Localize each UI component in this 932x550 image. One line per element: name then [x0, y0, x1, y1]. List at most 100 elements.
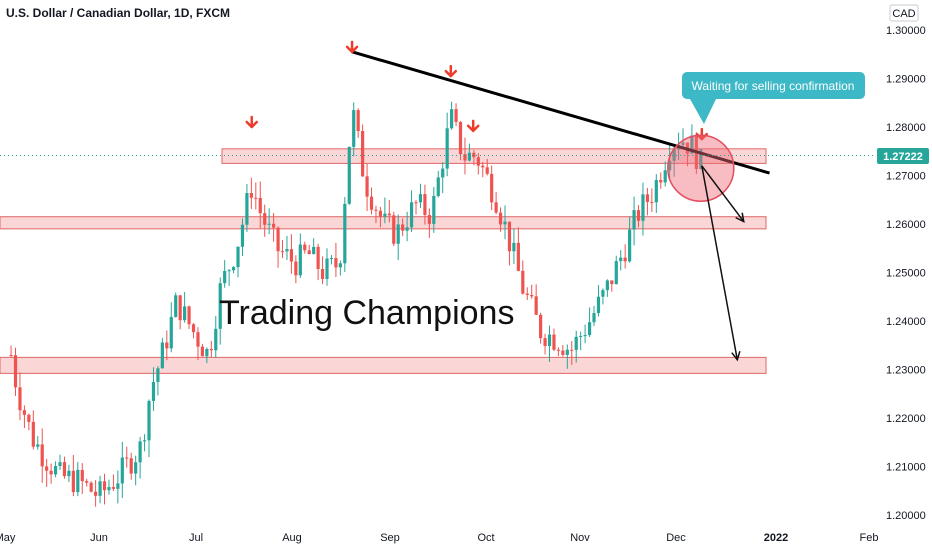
- chart-title: U.S. Dollar / Canadian Dollar, 1D, FXCM: [6, 6, 230, 20]
- candle-body: [85, 481, 89, 483]
- candle-body: [632, 210, 636, 230]
- candle-body: [76, 469, 80, 493]
- candle-body: [174, 295, 178, 317]
- candle-body: [53, 466, 58, 475]
- price-label-box: [877, 148, 929, 164]
- sell-arrow-icon: [444, 64, 458, 78]
- currency-badge[interactable]: [889, 4, 919, 22]
- candle-body: [436, 177, 440, 197]
- candle-body: [378, 210, 383, 217]
- candle-body: [490, 173, 494, 203]
- projection-arrows: [701, 165, 745, 362]
- projection-line: [701, 165, 739, 360]
- time-tick-label: Aug: [282, 532, 302, 544]
- candle-body: [463, 154, 467, 161]
- candle-body: [316, 246, 320, 269]
- candle-body: [294, 261, 298, 276]
- sell-arrow-icon: [245, 115, 258, 129]
- time-tick-label: Jul: [189, 532, 203, 544]
- candle-body: [27, 414, 31, 422]
- candle-body: [565, 349, 569, 355]
- price-tick-label: 1.26000: [886, 219, 926, 231]
- candle-body: [58, 462, 62, 467]
- candle-body: [512, 242, 516, 252]
- candle-body: [156, 368, 160, 382]
- candle-body: [45, 466, 49, 471]
- price-label: 1.27222: [883, 151, 923, 163]
- candle-body: [289, 249, 294, 262]
- candle-body: [343, 203, 347, 264]
- candle-body: [432, 196, 436, 224]
- candle-body: [641, 194, 645, 221]
- candle-body: [31, 421, 35, 447]
- focus-circle: [667, 134, 735, 202]
- candle-body: [62, 462, 67, 477]
- candle-body: [547, 334, 552, 346]
- candle-body: [361, 131, 365, 177]
- candle-body: [183, 306, 187, 321]
- candle-body: [227, 270, 231, 272]
- candle-body: [352, 110, 356, 147]
- candle-body: [552, 334, 556, 350]
- candle-body: [178, 295, 182, 321]
- candle-body: [231, 267, 236, 271]
- candle-body: [441, 168, 445, 178]
- candle-body: [169, 316, 173, 349]
- sell-arrow-icon: [345, 40, 359, 54]
- candle-body: [214, 328, 218, 351]
- candle-body: [94, 491, 98, 496]
- candle-body: [654, 180, 658, 203]
- candle-body: [320, 268, 325, 279]
- candle-body: [636, 210, 641, 221]
- price-axis-background: [880, 0, 932, 550]
- candle-body: [418, 194, 423, 203]
- candle-body: [610, 280, 614, 285]
- candle-body: [387, 213, 391, 216]
- projection-arrowhead: [731, 350, 741, 362]
- candle-body: [116, 483, 120, 489]
- candle-body: [80, 469, 84, 482]
- price-tick-label: 1.20000: [886, 510, 926, 522]
- price-tick-label: 1.24000: [886, 316, 926, 328]
- projection-arrowhead: [735, 212, 745, 223]
- candle-body: [125, 457, 129, 459]
- candle-body: [645, 194, 650, 202]
- candle-body: [392, 215, 396, 244]
- candle-body: [494, 202, 498, 213]
- candle-body: [276, 227, 280, 252]
- candle-body: [561, 350, 565, 355]
- candle-body: [485, 167, 489, 174]
- resistance-zones: [0, 148, 767, 374]
- projection-line: [701, 165, 745, 223]
- candle-body: [196, 332, 200, 347]
- candle-body: [218, 283, 222, 329]
- candle-body: [263, 213, 267, 225]
- candle-body: [503, 221, 507, 225]
- candle-body: [120, 457, 124, 484]
- candle-body: [605, 280, 609, 291]
- candle-body: [49, 470, 53, 475]
- time-tick-label: Jun: [90, 532, 108, 544]
- candle-body: [383, 213, 387, 217]
- candle-body: [267, 223, 271, 225]
- candle-body: [543, 338, 547, 346]
- candle-body: [240, 224, 245, 247]
- price-tick-label: 1.25000: [886, 268, 926, 280]
- candle-body: [498, 212, 503, 225]
- candle-body: [458, 121, 463, 155]
- trendline-layer: [351, 50, 770, 175]
- candle-body: [663, 170, 667, 183]
- candle-body: [329, 258, 334, 260]
- candle-body: [423, 194, 427, 216]
- price-axis[interactable]: CAD 1.27222 1.30000 1.29000 1.28000 1.27000…: [877, 0, 932, 550]
- candle-body: [628, 229, 632, 262]
- candle-body: [129, 458, 133, 474]
- candle-body: [530, 294, 534, 297]
- candle-body: [454, 109, 458, 122]
- candle-body: [142, 440, 147, 442]
- candle-body: [200, 346, 205, 357]
- candle-body: [223, 270, 227, 284]
- candle-body: [467, 152, 472, 161]
- time-axis[interactable]: May Jun Jul Aug Sep Oct Nov Dec 2022 Feb: [0, 532, 878, 544]
